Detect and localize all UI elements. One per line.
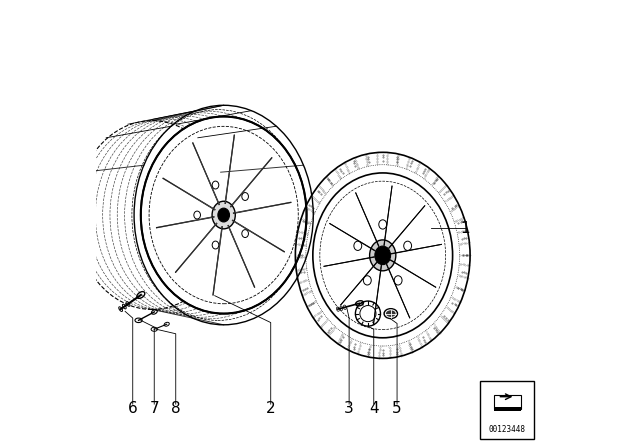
Text: 8: 8: [171, 401, 180, 416]
Ellipse shape: [141, 116, 307, 314]
Ellipse shape: [242, 193, 248, 200]
Ellipse shape: [212, 241, 219, 249]
Text: 1: 1: [461, 221, 470, 236]
Ellipse shape: [404, 241, 412, 250]
Ellipse shape: [313, 173, 452, 338]
Ellipse shape: [354, 241, 362, 250]
Text: 7: 7: [149, 401, 159, 416]
Text: 6: 6: [128, 401, 138, 416]
Bar: [481, 381, 534, 439]
Ellipse shape: [242, 230, 248, 237]
Ellipse shape: [394, 276, 402, 285]
Bar: [494, 395, 521, 409]
Ellipse shape: [364, 276, 371, 285]
Ellipse shape: [194, 211, 200, 219]
Text: 00123448: 00123448: [489, 425, 526, 434]
Ellipse shape: [370, 240, 396, 271]
Ellipse shape: [379, 220, 387, 229]
Text: 5: 5: [392, 401, 402, 416]
Text: 2: 2: [266, 401, 276, 416]
Ellipse shape: [218, 208, 230, 222]
Text: 4: 4: [369, 401, 379, 416]
Ellipse shape: [375, 246, 390, 265]
Ellipse shape: [384, 309, 397, 319]
Ellipse shape: [212, 201, 236, 229]
Ellipse shape: [212, 181, 219, 189]
Bar: [494, 408, 521, 411]
Text: 3: 3: [344, 401, 354, 416]
